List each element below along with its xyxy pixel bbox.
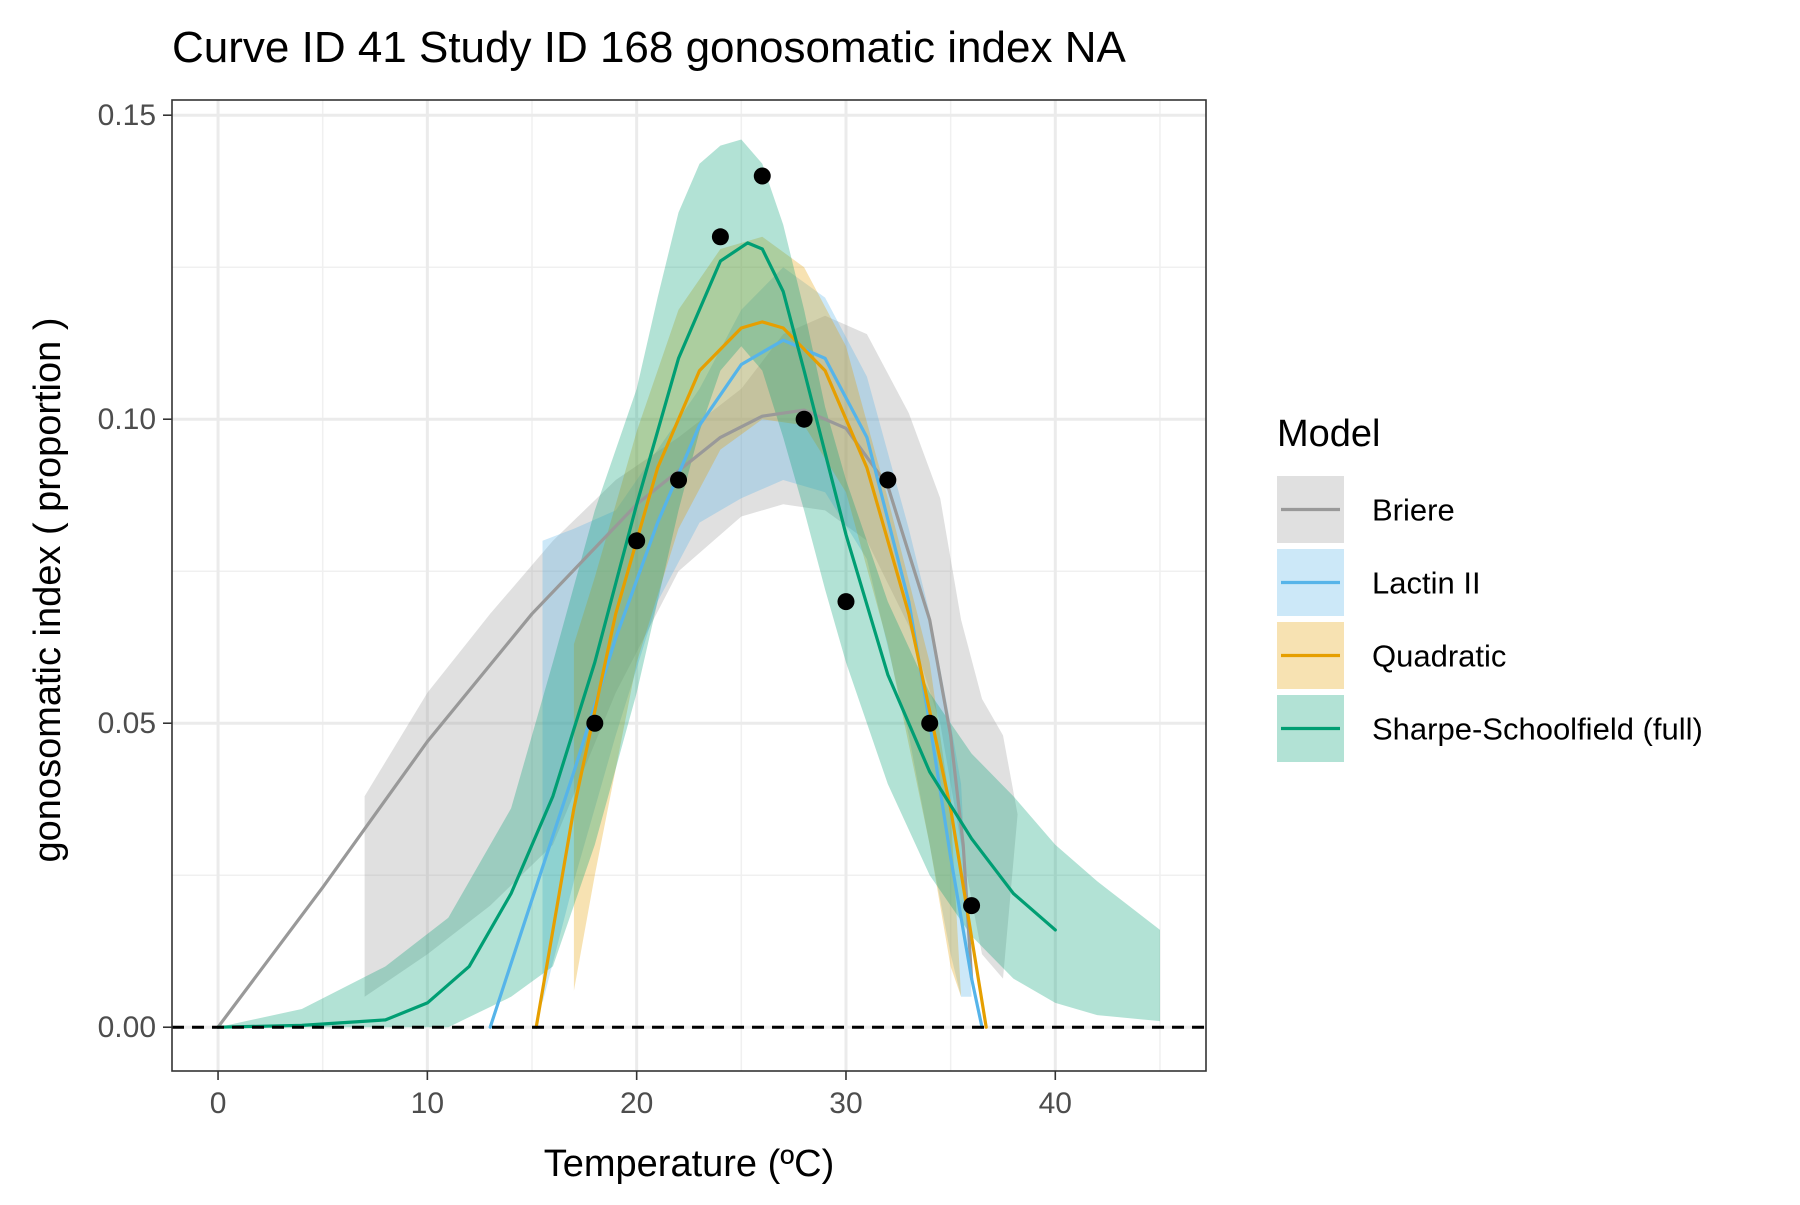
x-tick-label: 10 [411, 1087, 444, 1120]
series-line-1 [216, 408, 974, 1029]
grid-layer [172, 100, 1206, 1071]
panel-border [171, 99, 1207, 1072]
y-tick-label: 0.00 [98, 1011, 156, 1044]
confidence-band-1 [364, 315, 1018, 997]
data-point [670, 471, 688, 489]
chart-title: Curve ID 41 Study ID 168 gonosomatic ind… [172, 23, 1126, 72]
data-point [753, 167, 771, 185]
x-tick-label: 30 [829, 1087, 862, 1120]
confidence-band-3 [573, 236, 962, 997]
legend-items: Briere Lactin II Quadratic Sharpe-Schoolfie… [1277, 476, 1703, 762]
x-axis-label: Temperature (ºC) [544, 1143, 835, 1185]
legend-label-2: Lactin II [1372, 566, 1481, 601]
x-tick-label: 0 [210, 1087, 227, 1120]
data-point [711, 228, 729, 246]
data-point [921, 714, 939, 732]
data-point [963, 897, 981, 915]
legend-label-3: Quadratic [1372, 639, 1506, 674]
axis-layer: 0 10 20 30 40 0.00 0.05 0.10 0.15 [98, 99, 1072, 1120]
series-line-4 [216, 241, 1057, 1029]
y-axis-label: gonosomatic index ( proportion ) [27, 318, 69, 863]
x-tick-label: 40 [1039, 1087, 1072, 1120]
data-point [586, 714, 604, 732]
legend-label-4: Sharpe-Schoolfield (full) [1372, 712, 1703, 747]
data-point [879, 471, 897, 489]
data-point [795, 410, 813, 428]
legend-title: Model [1277, 413, 1381, 455]
y-tick-label: 0.15 [98, 99, 156, 132]
confidence-band-4 [218, 139, 1160, 1028]
legend: Model Briere Lactin II Quadratic Sharpe-Sch… [1277, 413, 1703, 762]
y-tick-label: 0.05 [98, 707, 156, 740]
data-point [837, 593, 855, 611]
x-tick-label: 20 [620, 1087, 653, 1120]
y-tick-label: 0.10 [98, 403, 156, 436]
series-line-3 [534, 320, 988, 1029]
data-point [628, 532, 646, 550]
legend-label-1: Briere [1372, 493, 1455, 528]
point-layer [586, 167, 981, 915]
